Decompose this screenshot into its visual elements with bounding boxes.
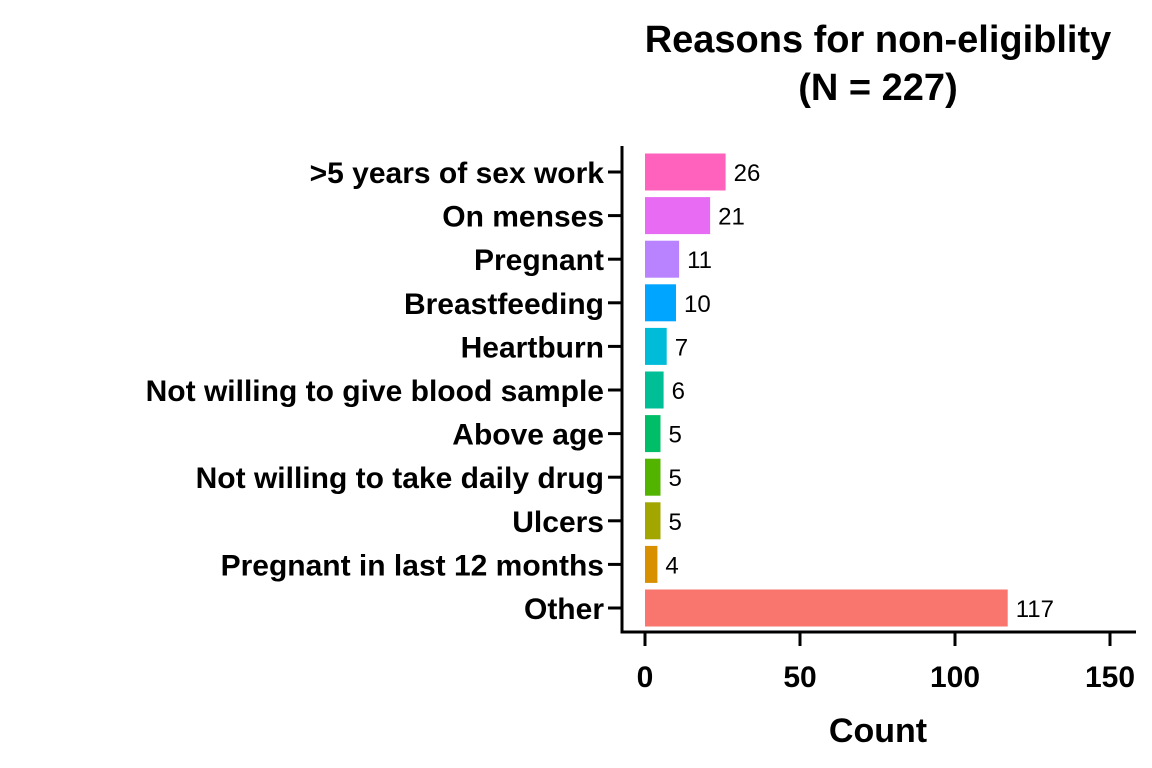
bar-value-label: 5 (669, 465, 682, 492)
y-tick-label: On menses (442, 201, 604, 234)
x-tick-label: 150 (1085, 661, 1135, 694)
chart-subtitle: (N = 227) (798, 67, 957, 109)
x-axis-title: Count (829, 712, 927, 750)
y-tick-label: Heartburn (461, 331, 604, 364)
bar-value-label: 21 (718, 204, 745, 231)
y-tick-label: >5 years of sex work (310, 157, 605, 190)
bar-value-label: 10 (684, 291, 711, 318)
bar (645, 415, 661, 453)
bar-value-label: 7 (675, 334, 688, 361)
x-tick-label: 100 (930, 661, 980, 694)
bar (645, 371, 664, 409)
y-tick-label: Ulcers (512, 506, 604, 539)
bar-value-label: 117 (1016, 596, 1054, 623)
y-tick-label: Other (524, 593, 604, 626)
x-axis: 0 50 100 150 (620, 630, 1136, 694)
bar (645, 327, 667, 365)
bar-value-label: 6 (672, 378, 685, 405)
y-tick-label: Above age (452, 419, 604, 452)
y-axis: >5 years of sex work On menses Pregnant Bre… (146, 146, 624, 634)
y-tick-label: Pregnant in last 12 months (221, 549, 604, 582)
y-tick-label: Pregnant (474, 244, 604, 277)
bar (645, 458, 661, 496)
y-tick-label: Not willing to give blood sample (146, 375, 604, 408)
bar-value-label: 5 (669, 422, 682, 449)
bar-value-label: 5 (669, 509, 682, 536)
bar (645, 589, 1008, 627)
chart-title: Reasons for non-eligiblity (645, 19, 1112, 61)
bar (645, 197, 711, 235)
y-tick-label: Breastfeeding (404, 288, 604, 321)
bar (645, 153, 726, 191)
bar (645, 240, 680, 278)
y-tick-label: Not willing to take daily drug (196, 462, 604, 495)
x-tick-label: 0 (637, 661, 654, 694)
bar-value-label: 26 (734, 160, 761, 187)
bar (645, 545, 658, 583)
bar-value-label: 4 (665, 552, 678, 579)
bars-group (645, 153, 1008, 627)
x-tick-label: 50 (783, 661, 816, 694)
bar (645, 502, 661, 540)
bar-value-label: 11 (687, 247, 712, 274)
bar (645, 284, 676, 322)
